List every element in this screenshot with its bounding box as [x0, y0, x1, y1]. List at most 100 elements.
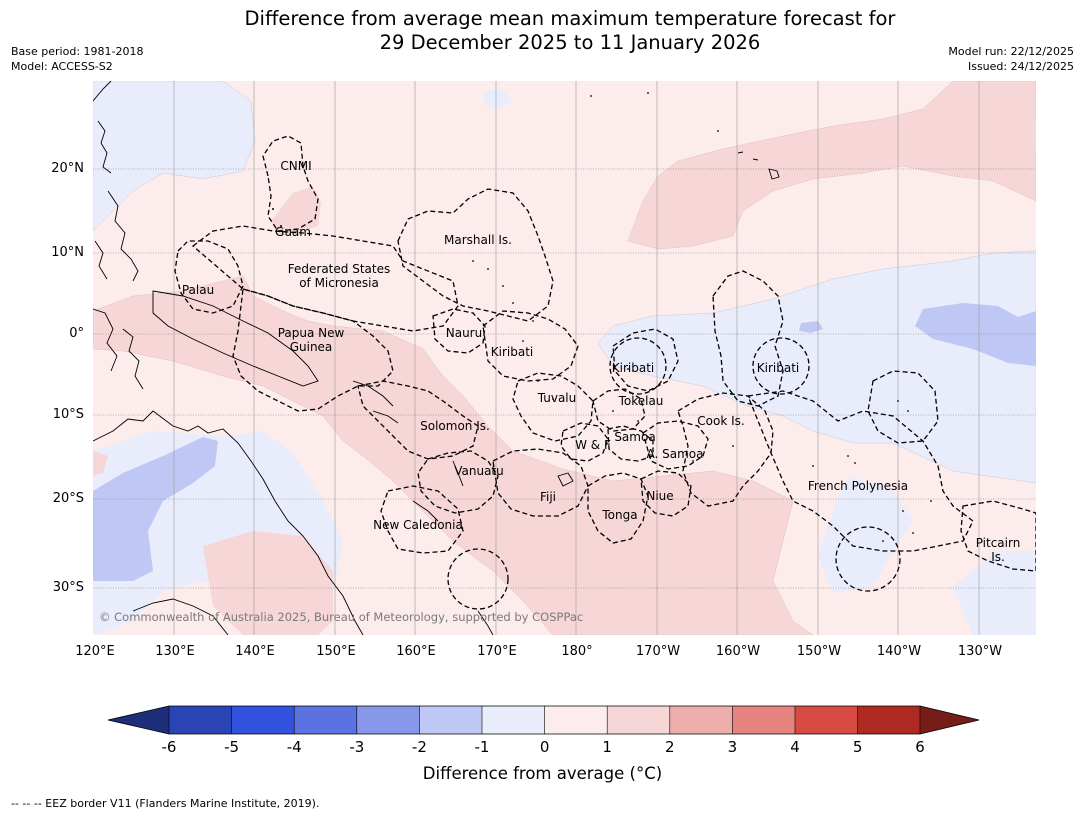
eez-pitcairn: [960, 500, 1036, 572]
anomaly-warm-north-pacific: [627, 81, 1036, 250]
meta-left: Base period: 1981-2018 Model: ACCESS-S2: [11, 44, 143, 74]
label-fsm-2: of Micronesia: [299, 276, 379, 290]
eez-marquesas: [867, 370, 939, 444]
label-pitcairn-2: Is.: [991, 550, 1005, 564]
anomaly-cool-east-spot: [799, 321, 823, 333]
anomaly-warm-south-australia: [203, 531, 333, 635]
label-new-caledonia: New Caledonia: [373, 518, 463, 532]
eez-samoa: [607, 425, 654, 462]
colorbar-bin-1: [169, 706, 232, 734]
colorbar-tick-1: 1: [602, 738, 612, 756]
anomaly-cool-southeast: [953, 551, 1036, 635]
colorbar-tick-0: 0: [539, 738, 550, 756]
island-dots: [272, 92, 932, 542]
eez-marshall: [397, 188, 554, 322]
label-cook: Cook Is.: [697, 414, 744, 428]
colorbar-bin-11: [795, 706, 858, 734]
colorbar-bin-5: [419, 706, 482, 734]
label-cnmi: CNMI: [280, 159, 311, 173]
eez-kiribati-west: [482, 310, 579, 382]
colorbar-bin-8: [607, 706, 670, 734]
label-fiji: Fiji: [540, 490, 556, 504]
lat-label-30s: 30°S: [52, 580, 84, 595]
eez-vanuatu: [417, 450, 499, 514]
colorbar-tick-m3: -3: [349, 738, 365, 756]
base-period: Base period: 1981-2018: [11, 45, 144, 58]
lat-label-10s: 10°S: [52, 407, 84, 422]
colorbar-bin-12: [857, 706, 921, 734]
lat-label-10n: 10°N: [51, 245, 84, 260]
eez-fiji: [492, 448, 589, 517]
map-title: Difference from average mean maximum tem…: [0, 7, 1085, 55]
eez-palau: [174, 240, 244, 314]
eez-kiribati-east: [712, 270, 784, 407]
forecast-map[interactable]: CNMI Guam Marshall Is. Federated States …: [93, 81, 1036, 635]
meta-right: Model run: 22/12/2025 Issued: 24/12/2025: [948, 44, 1074, 74]
colorbar-tick-6: 6: [915, 738, 925, 756]
label-kiribati-central: Kiribati: [612, 361, 654, 375]
eez-phoenix: [609, 337, 667, 395]
lon-label-170w: 170°W: [635, 644, 681, 659]
colorbar-extend-high: [920, 706, 979, 734]
coastlines: [93, 81, 574, 635]
lon-label-160w: 160°W: [715, 644, 761, 659]
anomaly-warm-northeast: [983, 106, 1036, 161]
label-samoa: Samoa: [614, 430, 655, 444]
label-french-polynesia: French Polynesia: [808, 479, 908, 493]
colorbar-tick-m1: -1: [474, 738, 490, 756]
label-nauru: Nauru: [446, 326, 482, 340]
lon-label-160e: 160°E: [396, 644, 436, 659]
issued-date: Issued: 24/12/2025: [967, 60, 1074, 73]
colorbar-dividers: [168, 706, 921, 734]
label-marshall: Marshall Is.: [444, 233, 512, 247]
colorbar-tick-5: 5: [852, 738, 863, 756]
hawaii-islands: [737, 151, 780, 180]
colorbar-tick-m5: -5: [224, 738, 240, 756]
colorbar-tick-4: 4: [790, 738, 800, 756]
model-run: Model run: 22/12/2025: [948, 45, 1074, 58]
eez-legend-footer: -- -- -- EEZ border V11 (Flanders Marine…: [11, 797, 320, 810]
eez-kiribati-central: [612, 328, 679, 392]
colorbar-extend-low: [108, 706, 169, 734]
colorbar-bin-7: [544, 706, 608, 734]
eez-tuvalu: [512, 372, 594, 442]
anomaly-warm-southwest-pacific: [93, 275, 814, 635]
colorbar-label: Difference from average (°C): [422, 764, 663, 783]
label-niue: Niue: [646, 489, 673, 503]
lon-label-180: 180°: [561, 644, 593, 659]
colorbar: [107, 705, 980, 735]
map-canvas: CNMI Guam Marshall Is. Federated States …: [93, 81, 1036, 635]
lon-label-140e: 140°E: [235, 644, 275, 659]
lon-label-130w: 130°W: [957, 644, 1003, 659]
eez-png: [232, 288, 394, 412]
colorbar-tick-m2: -2: [411, 738, 427, 756]
anomaly-cool-east-strong: [915, 303, 1036, 366]
eez-fsm: [191, 225, 459, 332]
label-wallis-futuna: W & F: [575, 438, 611, 452]
title-line-1: Difference from average mean maximum tem…: [244, 7, 896, 30]
lon-label-150w: 150°W: [796, 644, 842, 659]
colorbar-bin-3: [294, 706, 357, 734]
lat-label-20n: 20°N: [51, 161, 84, 176]
label-palau: Palau: [182, 283, 214, 297]
colorbar-tick-3: 3: [727, 738, 738, 756]
map-gridlines: [173, 81, 980, 635]
eez-niue: [640, 470, 692, 517]
lon-label-130e: 130°E: [155, 644, 195, 659]
map-credit: © Commonwealth of Australia 2025, Bureau…: [99, 610, 583, 624]
eez-line-islands: [752, 337, 810, 395]
label-png-1: Papua New: [278, 326, 345, 340]
label-vanuatu: Vanuatu: [454, 464, 504, 478]
anomaly-warm-edge: [93, 451, 108, 476]
anomaly-cool-french-polynesia: [818, 476, 913, 593]
label-solomon: Solomon Is.: [420, 419, 490, 433]
lon-label-120e: 120°E: [75, 644, 115, 659]
colorbar-tick-m4: -4: [286, 738, 302, 756]
eez-solomon: [357, 380, 479, 460]
lat-label-eq: 0°: [69, 326, 84, 341]
colorbar-bin-6: [482, 706, 545, 734]
label-guam: Guam: [275, 225, 311, 239]
label-tonga: Tonga: [601, 508, 637, 522]
eez-norfolk: [447, 548, 509, 610]
label-american-samoa: A. Samoa: [647, 447, 704, 461]
